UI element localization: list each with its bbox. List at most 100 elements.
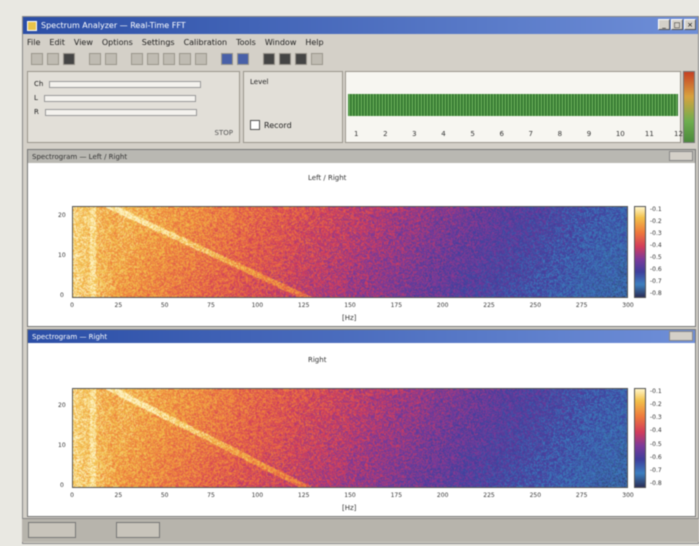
- save-icon[interactable]: [63, 53, 75, 65]
- arrow-left-icon[interactable]: [163, 53, 175, 65]
- menu-tools[interactable]: Tools: [236, 37, 256, 47]
- maximize-icon[interactable]: □: [671, 19, 683, 30]
- spectrogram-1-title-bar[interactable]: Spectrogram — Left / Right: [28, 150, 695, 163]
- taskbar-button-1[interactable]: [28, 522, 76, 538]
- x-tick-label: 150: [344, 302, 356, 309]
- channel-label: Ch: [34, 80, 44, 88]
- menu-bar: File Edit View Options Settings Calibrat…: [23, 35, 698, 49]
- spectrogram-2-colorbar: [634, 388, 646, 488]
- waveform-tick: 8: [557, 130, 563, 138]
- level-meter: [683, 71, 695, 143]
- x-tick-label: 125: [297, 492, 310, 499]
- colorbar-tick-label: -0.5: [650, 254, 662, 261]
- x-tick-label: 300: [622, 302, 634, 309]
- record-checkbox[interactable]: Record: [250, 120, 292, 130]
- checkbox-box[interactable]: [250, 120, 260, 130]
- spectrogram-2-plot[interactable]: [72, 388, 628, 488]
- spectrogram-1-x-label: [Hz]: [342, 314, 357, 322]
- menu-file[interactable]: File: [27, 37, 41, 47]
- menu-options[interactable]: Options: [101, 37, 133, 47]
- x-tick-label: 200: [436, 302, 449, 309]
- spectrogram-2-subtitle: Right: [308, 356, 327, 364]
- x-tick-label: 150: [344, 492, 356, 499]
- waveform-ticks: 1 2 3 4 5 6 7 8 9 10 11 12: [346, 126, 683, 138]
- stop-icon[interactable]: [279, 53, 291, 65]
- waveform-tick: 5: [470, 130, 475, 138]
- window-controls: _ □ ×: [658, 19, 696, 30]
- waveform-tick: 6: [499, 130, 504, 138]
- y-tick-label: 0: [60, 292, 64, 299]
- close-icon[interactable]: ×: [684, 19, 696, 30]
- colorbar-tick-label: -0.4: [650, 242, 662, 249]
- x-tick-label: 75: [207, 302, 215, 309]
- colorbar-tick-label: -0.2: [650, 218, 662, 225]
- redo-icon[interactable]: [147, 53, 159, 65]
- colorbar-tick-label: -0.7: [650, 278, 662, 285]
- waveform-tick: 3: [412, 130, 417, 138]
- channel-panel: Ch L R STOP: [27, 71, 240, 143]
- waveform-tick: 1: [354, 130, 359, 138]
- taskbar-button-2[interactable]: [116, 522, 160, 538]
- spectrogram-window-2: Spectrogram — Right Right 0 10 20 0 25 50 7…: [27, 329, 696, 517]
- undo-icon[interactable]: [131, 53, 143, 65]
- window-title: Spectrum Analyzer — Real-Time FFT: [41, 21, 186, 30]
- arrow-right-icon[interactable]: [179, 53, 191, 65]
- menu-calibration[interactable]: Calibration: [183, 37, 228, 47]
- minimize-icon[interactable]: _: [658, 19, 670, 30]
- waveform-tick: 4: [441, 130, 446, 138]
- x-tick-label: 25: [114, 492, 123, 499]
- record-icon[interactable]: [295, 53, 307, 65]
- colorbar-tick-label: -0.8: [650, 290, 662, 297]
- record-label: Record: [264, 120, 292, 130]
- spectrogram-1-window-controls[interactable]: [669, 151, 693, 161]
- y-tick-label: 20: [58, 212, 66, 219]
- x-tick-label: 175: [390, 302, 403, 309]
- colorbar-tick-label: -0.6: [650, 266, 662, 273]
- waveform-tick: 7: [528, 130, 533, 138]
- x-tick-label: 0: [70, 302, 74, 309]
- spectrogram-1-colorbar: [634, 206, 646, 298]
- spectrogram-2-colorbar-ticks: -0.1 -0.2 -0.3 -0.4 -0.5 -0.6 -0.7 -0.8: [650, 388, 674, 488]
- menu-edit[interactable]: Edit: [49, 37, 65, 47]
- menu-help[interactable]: Help: [305, 37, 324, 47]
- stop-button[interactable]: STOP: [214, 129, 233, 137]
- colorbar-tick-label: -0.1: [650, 388, 662, 395]
- play-icon[interactable]: [263, 53, 275, 65]
- colorbar-tick-label: -0.4: [650, 427, 662, 435]
- menu-settings[interactable]: Settings: [141, 37, 175, 47]
- spectrogram-2-title-bar[interactable]: Spectrogram — Right: [28, 330, 695, 343]
- grid-icon[interactable]: [221, 53, 233, 65]
- taskbar: [22, 518, 699, 542]
- x-tick-label: 275: [575, 302, 588, 309]
- waveform-tick: 12: [674, 130, 683, 138]
- print-icon[interactable]: [89, 53, 101, 65]
- x-tick-label: 225: [483, 302, 495, 309]
- channel-row: Ch: [34, 80, 202, 88]
- channel-slider[interactable]: [49, 80, 202, 88]
- new-icon[interactable]: [31, 53, 43, 65]
- plus-icon[interactable]: [195, 53, 207, 65]
- right-row: R: [34, 108, 197, 116]
- colorbar-tick-label: -0.3: [650, 414, 662, 422]
- right-slider[interactable]: [44, 108, 197, 116]
- cut-icon[interactable]: [105, 53, 117, 65]
- spectrogram-1-subtitle: Left / Right: [308, 174, 347, 182]
- spectrogram-1-colorbar-ticks: -0.1 -0.2 -0.3 -0.4 -0.5 -0.6 -0.7 -0.8: [650, 206, 674, 298]
- left-slider[interactable]: [43, 94, 196, 102]
- menu-window[interactable]: Window: [264, 37, 297, 47]
- spectrogram-window-1: Spectrogram — Left / Right Left / Right …: [27, 149, 696, 327]
- x-tick-label: 75: [207, 492, 215, 499]
- layout-icon[interactable]: [237, 53, 249, 65]
- spectrogram-1-plot[interactable]: [72, 206, 628, 298]
- x-tick-label: 250: [529, 302, 542, 309]
- window-title-bar[interactable]: Spectrum Analyzer — Real-Time FFT _ □ ×: [23, 17, 698, 34]
- record-panel: Level Record: [243, 71, 343, 143]
- waveform-view[interactable]: 1 2 3 4 5 6 7 8 9 10 11 12: [345, 71, 683, 143]
- menu-view[interactable]: View: [73, 37, 93, 47]
- colorbar-tick-label: -0.2: [650, 401, 662, 409]
- spectrogram-1-window-title: Spectrogram — Left / Right: [32, 152, 128, 161]
- help-icon[interactable]: [311, 53, 323, 65]
- open-icon[interactable]: [47, 53, 59, 65]
- x-tick-label: 50: [160, 302, 169, 309]
- spectrogram-2-window-controls[interactable]: [669, 331, 693, 341]
